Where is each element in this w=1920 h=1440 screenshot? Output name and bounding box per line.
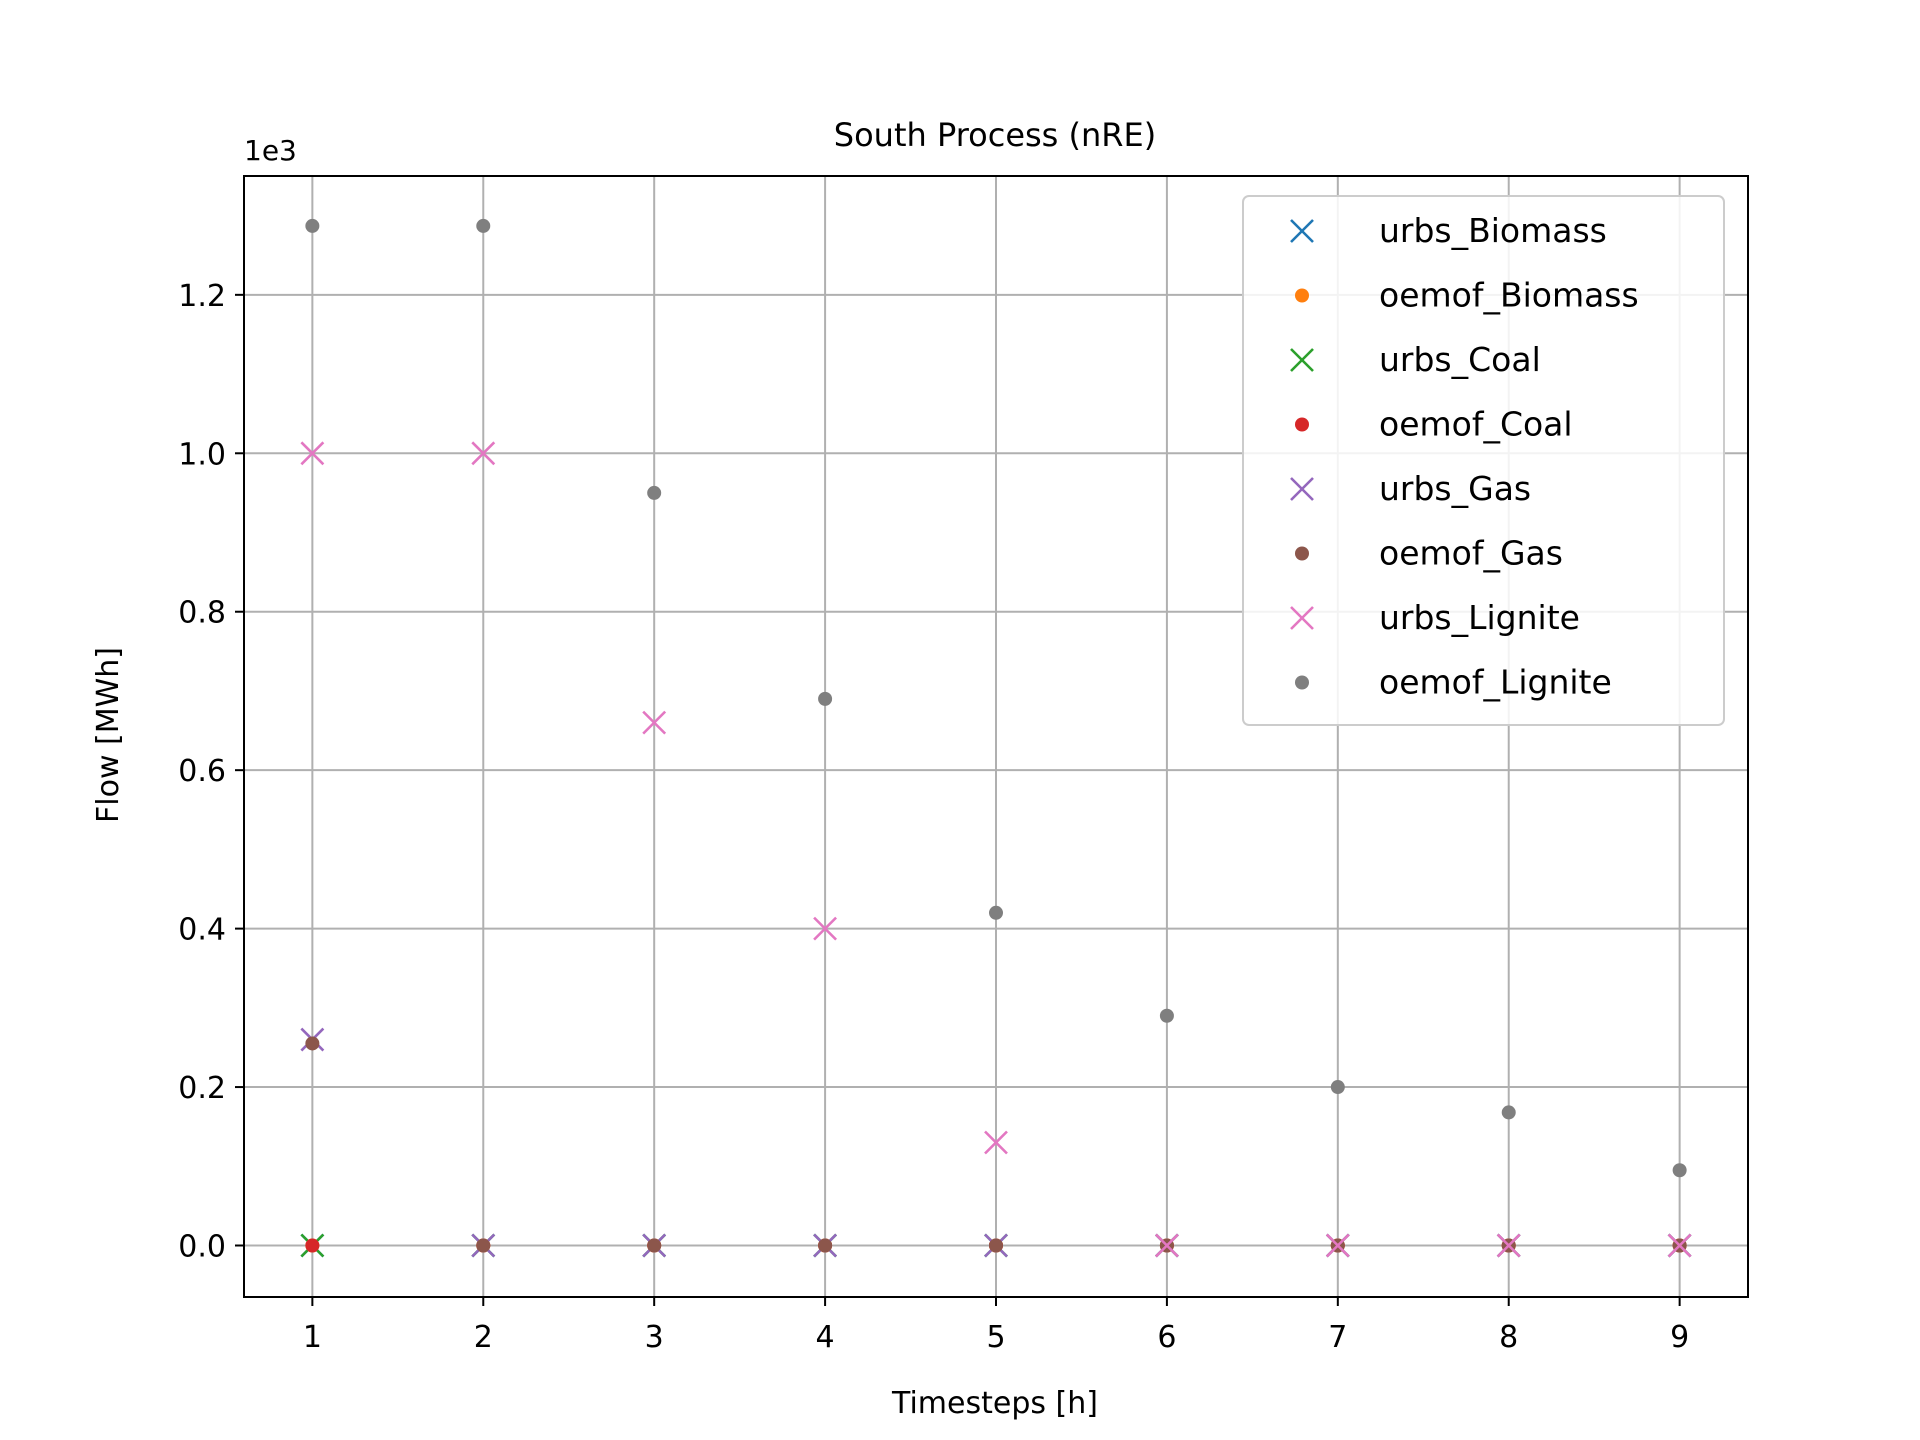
axis-ticks: 1 2 3 4 5 6 7 8 9 0.0 0.2 0.4 0.6 0.8 1.0 1.2 (178, 279, 1689, 1355)
legend-item: urbs_Coal (1290, 340, 1541, 379)
x-tick-label: 8 (1499, 1320, 1518, 1355)
legend-item: urbs_Lignite (1290, 598, 1580, 637)
legend-marker-oemof_Coal (1295, 417, 1309, 432)
legend-box (1242, 195, 1725, 726)
x-axis-label: Timesteps [h] (891, 1386, 1098, 1421)
chart-title: South Process (nRE) (834, 116, 1156, 154)
x-tick-label: 5 (986, 1320, 1005, 1355)
y-tick-label: 1.0 (178, 437, 226, 472)
legend-marker-urbs_Coal (1290, 348, 1314, 372)
legend-item: oemof_Lignite (1295, 663, 1612, 702)
point-urbs_Lignite-3 (642, 710, 667, 735)
point-oemof_Gas-1 (305, 1036, 320, 1051)
y-tick-label: 0.8 (178, 596, 226, 631)
x-tick-label: 2 (474, 1320, 493, 1355)
x-tick-label: 1 (303, 1320, 322, 1355)
point-oemof_Lignite-9 (1672, 1163, 1687, 1178)
y-tick-label: 0.2 (178, 1071, 226, 1106)
y-offset-label: 1e3 (244, 134, 297, 167)
plot-frame (243, 175, 1749, 1298)
legend-label: urbs_Lignite (1379, 598, 1580, 637)
legend-label: urbs_Biomass (1379, 211, 1607, 250)
legend-marker-oemof_Biomass (1295, 288, 1309, 303)
y-tick-label: 0.6 (178, 754, 226, 789)
point-oemof_Coal-1 (305, 1238, 320, 1253)
x-tick-label: 6 (1157, 1320, 1176, 1355)
point-urbs_Lignite-6 (1154, 1233, 1179, 1258)
legend-marker-urbs_Biomass (1290, 219, 1314, 243)
x-tick-label: 3 (645, 1320, 664, 1355)
legend-item: oemof_Biomass (1295, 276, 1639, 315)
legend-label: oemof_Coal (1379, 405, 1573, 444)
legend-label: oemof_Gas (1379, 534, 1563, 573)
point-urbs_Lignite-2 (471, 441, 496, 466)
legend-label: oemof_Biomass (1379, 276, 1639, 315)
legend-item: urbs_Biomass (1290, 211, 1607, 250)
y-axis-label: Flow [MWh] (91, 647, 126, 823)
point-oemof_Lignite-5 (989, 905, 1003, 920)
legend-item: oemof_Coal (1295, 405, 1573, 444)
data-markers (300, 218, 1692, 1258)
point-oemof_Gas-5 (989, 1238, 1003, 1253)
x-tick-label: 9 (1670, 1320, 1689, 1355)
y-tick-label: 0.0 (178, 1230, 226, 1265)
legend-item: urbs_Gas (1290, 469, 1531, 508)
point-oemof_Gas-2 (476, 1238, 491, 1253)
point-urbs_Lignite-8 (1496, 1233, 1521, 1258)
point-oemof_Lignite-6 (1159, 1008, 1174, 1023)
point-urbs_Lignite-5 (984, 1130, 1008, 1155)
series-oemof_Lignite (305, 218, 1687, 1178)
point-urbs_Lignite-1 (300, 441, 325, 466)
point-urbs_Lignite-9 (1667, 1233, 1692, 1258)
legend-item: oemof_Gas (1295, 534, 1563, 573)
legend-label: urbs_Coal (1379, 340, 1541, 379)
legend-marker-oemof_Lignite (1295, 675, 1309, 690)
point-oemof_Lignite-7 (1330, 1080, 1345, 1095)
legend-marker-urbs_Gas (1290, 477, 1314, 501)
point-oemof_Lignite-1 (305, 218, 320, 233)
legend-marker-oemof_Gas (1295, 546, 1309, 561)
point-oemof_Lignite-3 (647, 485, 662, 500)
legend-label: oemof_Lignite (1379, 663, 1612, 702)
x-tick-label: 4 (816, 1320, 835, 1355)
legend: urbs_Biomass oemof_Biomass urbs_Coal oemof_… (1242, 195, 1725, 726)
y-tick-label: 0.4 (178, 913, 226, 948)
legend-label: urbs_Gas (1379, 469, 1531, 508)
point-urbs_Lignite-7 (1325, 1233, 1350, 1258)
legend-marker-urbs_Lignite (1290, 606, 1314, 630)
point-oemof_Lignite-4 (818, 691, 833, 706)
point-oemof_Gas-3 (647, 1238, 662, 1253)
point-oemof_Gas-4 (818, 1238, 833, 1253)
point-oemof_Lignite-2 (476, 218, 491, 233)
x-tick-label: 7 (1328, 1320, 1347, 1355)
point-oemof_Lignite-8 (1501, 1105, 1516, 1120)
point-urbs_Lignite-4 (813, 916, 838, 941)
y-tick-label: 1.2 (178, 279, 226, 314)
series-urbs_Lignite (300, 441, 1692, 1258)
